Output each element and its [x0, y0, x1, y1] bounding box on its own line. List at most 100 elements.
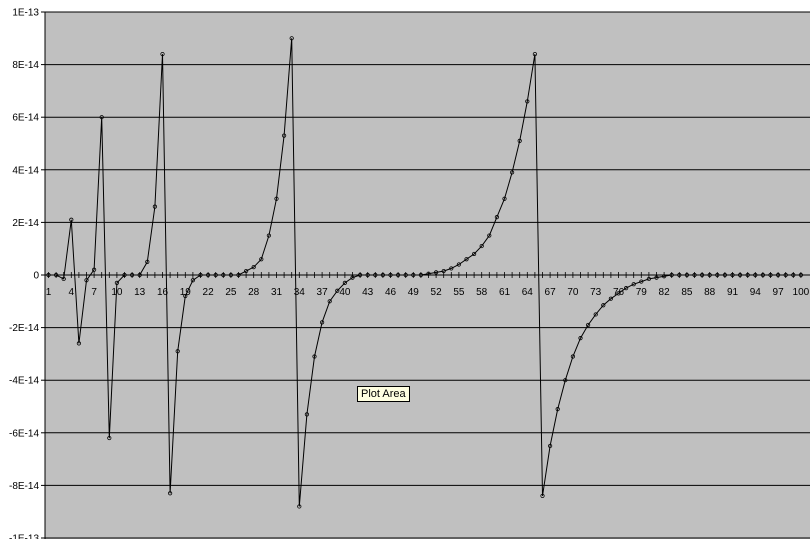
data-point	[198, 272, 203, 278]
x-tick-label: 25	[225, 287, 237, 298]
data-point	[168, 491, 173, 496]
data-point	[145, 259, 150, 264]
y-tick-label: -1E-13	[9, 534, 39, 539]
data-point	[730, 272, 735, 278]
y-tick-label: -2E-14	[9, 323, 39, 334]
data-point	[525, 99, 530, 104]
data-point	[593, 312, 598, 317]
plot-area-tooltip: Plot Area	[357, 386, 410, 402]
data-point	[297, 504, 302, 509]
series	[46, 36, 804, 509]
y-tick-label: -4E-14	[9, 376, 39, 387]
series-line	[48, 38, 801, 507]
data-point	[92, 267, 97, 272]
data-point	[623, 286, 629, 291]
x-tick-label: 85	[681, 287, 693, 298]
x-tick-label: 70	[567, 287, 579, 298]
data-point	[130, 272, 135, 278]
y-axis-ticks: 1E-13 8E-14 6E-14 4E-14 2E-14 0 -2E-14 -4E-14 -6…	[9, 8, 46, 539]
y-tick-label: -6E-14	[9, 428, 39, 439]
data-point	[616, 291, 621, 296]
data-point	[76, 341, 82, 346]
data-point	[411, 272, 416, 278]
data-point	[213, 272, 218, 278]
data-point	[798, 272, 804, 278]
data-point	[388, 272, 393, 278]
data-point	[737, 272, 743, 278]
x-tick-label: 43	[362, 287, 374, 298]
data-point	[768, 272, 773, 278]
data-point	[608, 296, 614, 301]
data-point	[122, 272, 127, 278]
data-point	[365, 272, 370, 278]
x-tick-label: 79	[636, 287, 648, 298]
data-point	[456, 262, 461, 267]
data-point	[274, 196, 279, 201]
data-point	[373, 272, 378, 278]
data-point	[175, 349, 180, 354]
data-point	[745, 272, 750, 278]
x-tick-label: 19	[180, 287, 192, 298]
data-point	[494, 215, 499, 220]
x-tick-label: 58	[476, 287, 488, 298]
data-point	[53, 272, 59, 278]
data-point	[479, 243, 484, 249]
x-tick-label: 76	[613, 287, 625, 298]
data-point	[69, 217, 74, 222]
data-point	[281, 133, 287, 138]
data-point	[380, 272, 385, 278]
x-tick-label: 46	[385, 287, 397, 298]
x-tick-label: 37	[317, 287, 329, 298]
x-tick-label: 10	[111, 287, 123, 298]
data-point	[289, 36, 294, 41]
data-point	[661, 274, 667, 279]
data-point	[357, 272, 363, 278]
data-point	[471, 251, 477, 257]
data-point	[517, 138, 522, 143]
data-point	[183, 293, 188, 299]
data-point	[547, 443, 553, 449]
data-point	[335, 288, 340, 293]
data-point	[639, 279, 644, 284]
data-point	[669, 272, 674, 278]
x-tick-label: 67	[545, 287, 557, 298]
data-point	[114, 280, 120, 285]
data-point	[578, 336, 583, 341]
x-tick-label: 13	[134, 287, 146, 298]
data-point	[699, 272, 705, 278]
data-point	[160, 51, 165, 57]
x-tick-label: 22	[203, 287, 215, 298]
data-point	[244, 268, 249, 274]
data-point	[236, 272, 241, 278]
data-point	[722, 272, 728, 278]
data-point	[304, 412, 309, 417]
data-point	[677, 272, 682, 278]
y-tick-label: 4E-14	[12, 165, 39, 176]
x-tick-label: 64	[522, 287, 534, 298]
data-point	[350, 275, 355, 280]
y-tick-label: 0	[33, 271, 39, 282]
data-point	[540, 493, 545, 499]
data-point	[707, 272, 712, 278]
data-point	[327, 299, 332, 304]
x-tick-label: 7	[91, 287, 97, 298]
x-tick-label: 61	[499, 287, 511, 298]
data-point	[228, 272, 233, 278]
x-tick-label: 94	[750, 287, 762, 298]
data-point	[753, 272, 758, 278]
x-tick-label: 91	[727, 287, 739, 298]
x-tick-label: 88	[704, 287, 716, 298]
data-point	[509, 170, 515, 175]
x-tick-label: 73	[590, 287, 602, 298]
x-tick-label: 1	[46, 287, 52, 298]
x-tick-label: 49	[408, 287, 420, 298]
x-tick-label: 28	[248, 287, 260, 298]
data-point	[221, 272, 226, 278]
data-point	[99, 115, 104, 120]
data-point	[107, 435, 112, 441]
data-point	[487, 233, 492, 238]
x-tick-label: 100	[793, 287, 810, 298]
data-point	[418, 272, 423, 278]
data-point	[61, 276, 66, 282]
